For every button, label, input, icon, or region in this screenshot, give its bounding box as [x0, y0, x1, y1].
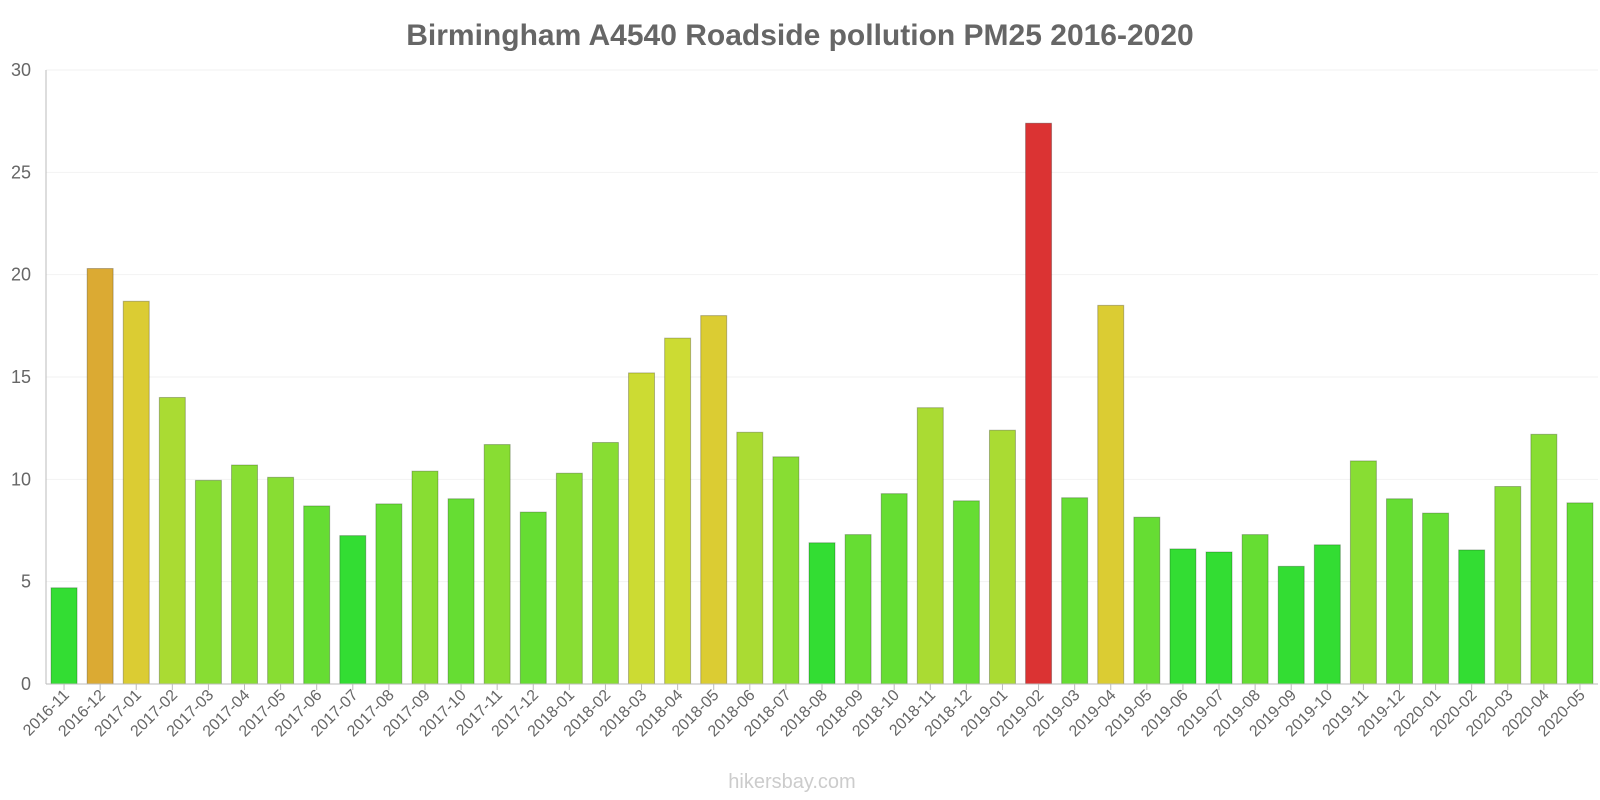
bar-2019-01 [988, 429, 1016, 685]
y-tick-label: 10 [11, 469, 31, 489]
bar-2018-05 [700, 315, 728, 685]
bar-2019-09 [1277, 565, 1305, 685]
bar-2017-09 [411, 470, 439, 685]
bar-2018-01 [555, 472, 583, 685]
bar-2018-03 [628, 372, 656, 685]
bar-2017-05 [267, 476, 295, 685]
bar-2016-12 [86, 268, 114, 685]
bar-2018-10 [880, 493, 908, 685]
bar-2017-07 [339, 535, 367, 685]
bar-2018-04 [664, 337, 692, 685]
bar-2016-11 [50, 587, 78, 685]
bar-2020-02 [1458, 549, 1486, 685]
bar-2018-11 [916, 407, 944, 685]
bars [50, 122, 1594, 685]
bar-2019-11 [1349, 460, 1377, 685]
bar-2017-02 [158, 396, 186, 685]
x-axis-ticks: 2016-112016-122017-012017-022017-032017-… [20, 684, 1589, 740]
chart-title: Birmingham A4540 Roadside pollution PM25… [406, 19, 1193, 52]
bar-2020-05 [1566, 502, 1594, 685]
watermark: hikersbay.com [728, 771, 855, 793]
bar-2017-01 [122, 300, 150, 685]
bar-2019-05 [1133, 516, 1161, 685]
y-tick-label: 0 [21, 674, 31, 694]
bar-2019-07 [1205, 551, 1233, 685]
bar-2018-12 [952, 500, 980, 685]
bar-2017-12 [519, 511, 547, 685]
bar-2019-06 [1169, 548, 1197, 685]
bar-2019-08 [1241, 534, 1269, 685]
y-tick-label: 30 [11, 60, 31, 80]
y-tick-label: 5 [21, 572, 31, 592]
bar-2018-06 [736, 431, 764, 685]
bar-2019-04 [1097, 304, 1125, 685]
y-tick-label: 20 [11, 265, 31, 285]
y-axis-ticks: 0 5 10 15 20 25 30 [11, 60, 31, 694]
bar-2017-10 [447, 498, 475, 685]
bar-2017-04 [231, 464, 259, 685]
bar-2020-01 [1422, 512, 1450, 685]
bar-2017-08 [375, 503, 403, 685]
bar-2018-09 [844, 534, 872, 685]
bar-2019-12 [1385, 498, 1413, 685]
bar-2018-08 [808, 542, 836, 685]
y-tick-label: 15 [11, 367, 31, 387]
bar-2019-03 [1061, 497, 1089, 685]
bar-2019-02 [1025, 122, 1053, 685]
bar-2017-03 [194, 479, 222, 685]
bar-2018-07 [772, 456, 800, 685]
bar-2018-02 [591, 441, 619, 685]
bar-2020-04 [1530, 433, 1558, 685]
bar-2017-11 [483, 444, 511, 685]
bar-2017-06 [303, 505, 331, 685]
y-tick-label: 25 [11, 162, 31, 182]
bar-2020-03 [1494, 485, 1522, 685]
bar-2019-10 [1313, 544, 1341, 685]
